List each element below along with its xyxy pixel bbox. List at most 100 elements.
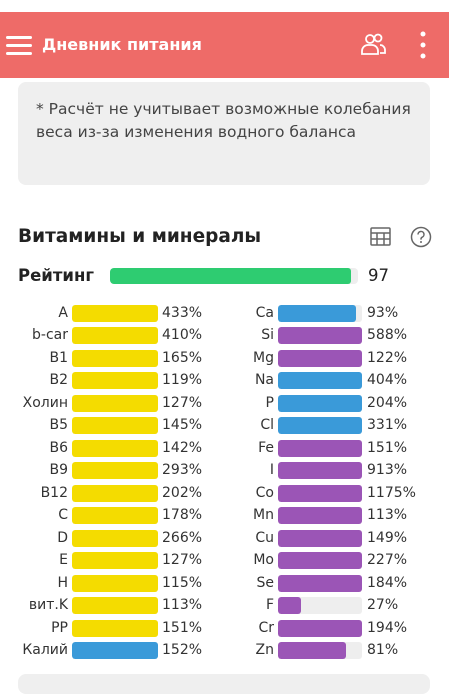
nutrient-track [278, 305, 362, 322]
nutrient-percent: 588% [367, 327, 408, 344]
nutrient-name: Cu [255, 529, 274, 546]
nutrient-percent: 331% [367, 417, 408, 434]
nutrient-bar [72, 462, 158, 480]
menu-icon[interactable] [6, 34, 34, 56]
nutrient-bar [72, 484, 158, 502]
nutrient-percent: 194% [367, 619, 408, 636]
nutrient-bar [72, 327, 158, 345]
nutrient-bar [278, 439, 362, 457]
nutrient-track [72, 484, 158, 502]
nutrient-bar [72, 372, 158, 390]
nutrient-name: B2 [49, 372, 68, 389]
nutrient-bar [72, 394, 158, 412]
nutrient-track [72, 552, 158, 570]
nutrient-percent: 142% [162, 439, 203, 456]
nutrient-percent: 404% [367, 372, 408, 389]
nutrient-name: Ca [255, 305, 274, 321]
nutrient-track [72, 394, 158, 412]
help-icon[interactable] [410, 226, 432, 248]
nutrient-bar [72, 597, 158, 615]
nutrient-bar [278, 484, 362, 502]
nutrient-percent: 127% [162, 394, 203, 411]
nutrient-track [278, 349, 362, 367]
nutrient-track [278, 417, 362, 435]
nutrient-bar [278, 394, 362, 412]
nutrient-bar [72, 417, 158, 435]
nutrient-name: D [57, 529, 68, 546]
nutrient-name: F [265, 597, 274, 614]
nutrient-name: Si [261, 327, 274, 344]
nutrient-bar [278, 417, 362, 435]
nutrient-name: B9 [49, 462, 68, 479]
nutrient-percent: 152% [162, 642, 203, 659]
nutrient-bar [72, 642, 158, 660]
nutrient-track [72, 305, 158, 322]
nutrient-track [278, 462, 362, 480]
nutrient-bar [278, 574, 362, 592]
table-icon[interactable] [370, 227, 392, 247]
nutrient-bar [278, 507, 362, 525]
nutrient-bar [278, 349, 362, 367]
nutrient-name: Cl [260, 417, 274, 434]
nutrient-name: B1 [49, 349, 68, 366]
nutrient-bar [72, 439, 158, 457]
nutrient-bar [72, 507, 158, 525]
nutrient-percent: 293% [162, 462, 203, 479]
nutrient-name: вит.K [28, 597, 68, 614]
nutrient-percent: 151% [367, 439, 408, 456]
nutrient-track [278, 552, 362, 570]
nutrient-percent: 178% [162, 507, 203, 524]
nutrient-name: Mn [253, 507, 274, 524]
section-title: Витамины и минералы [18, 226, 262, 247]
nutrient-percent: 115% [162, 574, 203, 591]
nutrient-track [278, 372, 362, 390]
nutrient-name: Na [254, 372, 274, 389]
nutrient-bar [278, 642, 347, 660]
nutrient-track [72, 529, 158, 547]
note-text: * Расчёт не учитывает возможные колебани… [36, 100, 411, 141]
rating-label: Рейтинг [18, 266, 94, 285]
nutrient-percent: 913% [367, 462, 408, 479]
more-icon[interactable] [419, 30, 427, 60]
nutrient-track [72, 574, 158, 592]
nutrient-bar [72, 305, 158, 322]
nutrient-track [278, 642, 362, 660]
nutrient-name: C [58, 507, 68, 524]
nutrient-name: Mg [253, 349, 274, 366]
screen: {"header":{"title":"Дневник питания"}, "… [0, 12, 449, 694]
nutrient-track [72, 597, 158, 615]
nutrient-track [72, 372, 158, 390]
nutrient-track [278, 619, 362, 637]
nutrient-percent: 266% [162, 529, 203, 546]
nutrient-percent: 113% [162, 597, 203, 614]
nutrient-track [72, 619, 158, 637]
nutrient-track [278, 484, 362, 502]
nutrient-name: I [269, 462, 274, 479]
people-icon[interactable] [361, 32, 387, 56]
nutrient-name: b-car [32, 327, 68, 344]
nutrient-percent: 127% [162, 552, 203, 569]
nutrient-track [278, 597, 362, 615]
nutrient-percent: 122% [367, 349, 408, 366]
nutrient-bar [278, 619, 362, 637]
nutrient-bar [278, 327, 362, 345]
nutrient-percent: 165% [162, 349, 203, 366]
nutrient-name: E [59, 552, 68, 569]
nutrient-percent: 227% [367, 552, 408, 569]
nutrient-track [72, 327, 158, 345]
nutrient-track [72, 349, 158, 367]
nutrient-name: B12 [40, 484, 68, 501]
nutrient-track [72, 417, 158, 435]
nutrient-percent: 93% [367, 305, 399, 321]
nutrient-percent: 204% [367, 394, 408, 411]
nutrient-percent: 202% [162, 484, 203, 501]
nutrient-track [278, 529, 362, 547]
nutrient-bar [72, 552, 158, 570]
nutrient-bar [72, 619, 158, 637]
nutrient-bar [278, 552, 362, 570]
nutrient-name: Zn [255, 642, 274, 659]
nutrient-track [72, 507, 158, 525]
nutrient-percent: 433% [162, 305, 203, 321]
nutrient-bar [72, 574, 158, 592]
nutrient-track [72, 439, 158, 457]
